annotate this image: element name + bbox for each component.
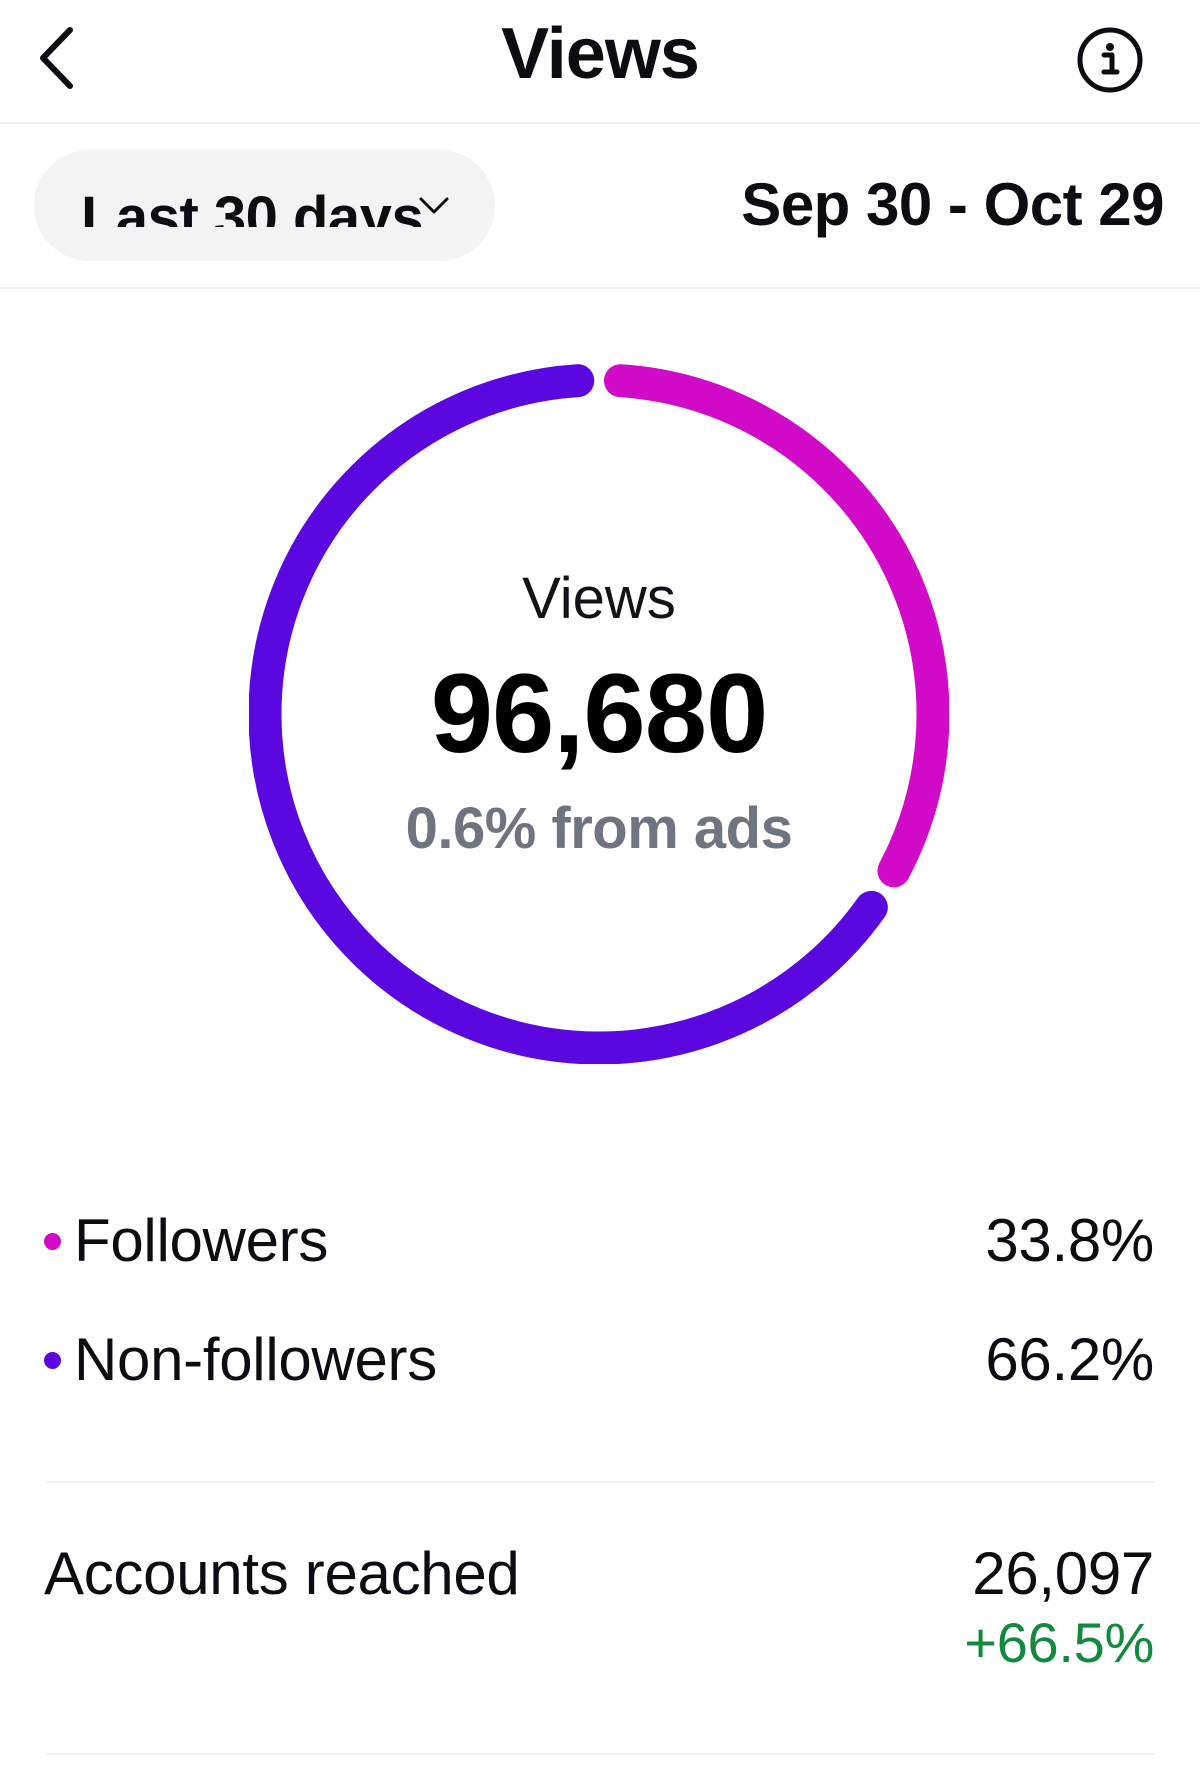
donut-segment-followers bbox=[249, 364, 949, 1064]
range-divider bbox=[0, 287, 1200, 289]
back-button[interactable] bbox=[26, 20, 86, 96]
legend-dot-icon bbox=[44, 1233, 61, 1250]
legend-value: 33.8% bbox=[985, 1207, 1154, 1274]
date-range-text: Sep 30 - Oct 29 bbox=[741, 171, 1164, 238]
legend-dot-icon bbox=[44, 1352, 61, 1369]
page-title: Views bbox=[501, 14, 700, 94]
views-total: 96,680 bbox=[430, 651, 769, 776]
donut-label: Views bbox=[522, 566, 676, 631]
info-circle-icon bbox=[1077, 27, 1143, 93]
donut-segment-non-followers bbox=[249, 364, 949, 1064]
accounts-reached-value: 26,097 bbox=[972, 1540, 1154, 1607]
legend-item-followers: Followers 33.8% bbox=[44, 1201, 1154, 1281]
date-range-selector-label: Last 30 days bbox=[81, 185, 421, 228]
legend-item-non-followers: Non-followers 66.2% bbox=[44, 1320, 1154, 1400]
section-divider bbox=[46, 1753, 1155, 1755]
section-divider bbox=[46, 1481, 1155, 1483]
chevron-left-icon bbox=[40, 27, 73, 89]
legend-label: Followers bbox=[74, 1207, 329, 1274]
accounts-reached-change: +66.5% bbox=[964, 1611, 1154, 1674]
legend-value: 66.2% bbox=[985, 1326, 1154, 1393]
header-divider bbox=[0, 122, 1200, 124]
views-donut-chart bbox=[249, 364, 949, 1064]
chevron-down-icon bbox=[419, 197, 449, 214]
accounts-reached-label: Accounts reached bbox=[44, 1540, 520, 1607]
donut-center: Views 96,680 0.6% from ads bbox=[249, 364, 949, 1064]
info-button[interactable] bbox=[1074, 24, 1146, 96]
ads-share: 0.6% from ads bbox=[405, 796, 793, 861]
legend-label: Non-followers bbox=[74, 1326, 437, 1393]
date-range-selector[interactable]: Last 30 days bbox=[34, 150, 495, 261]
